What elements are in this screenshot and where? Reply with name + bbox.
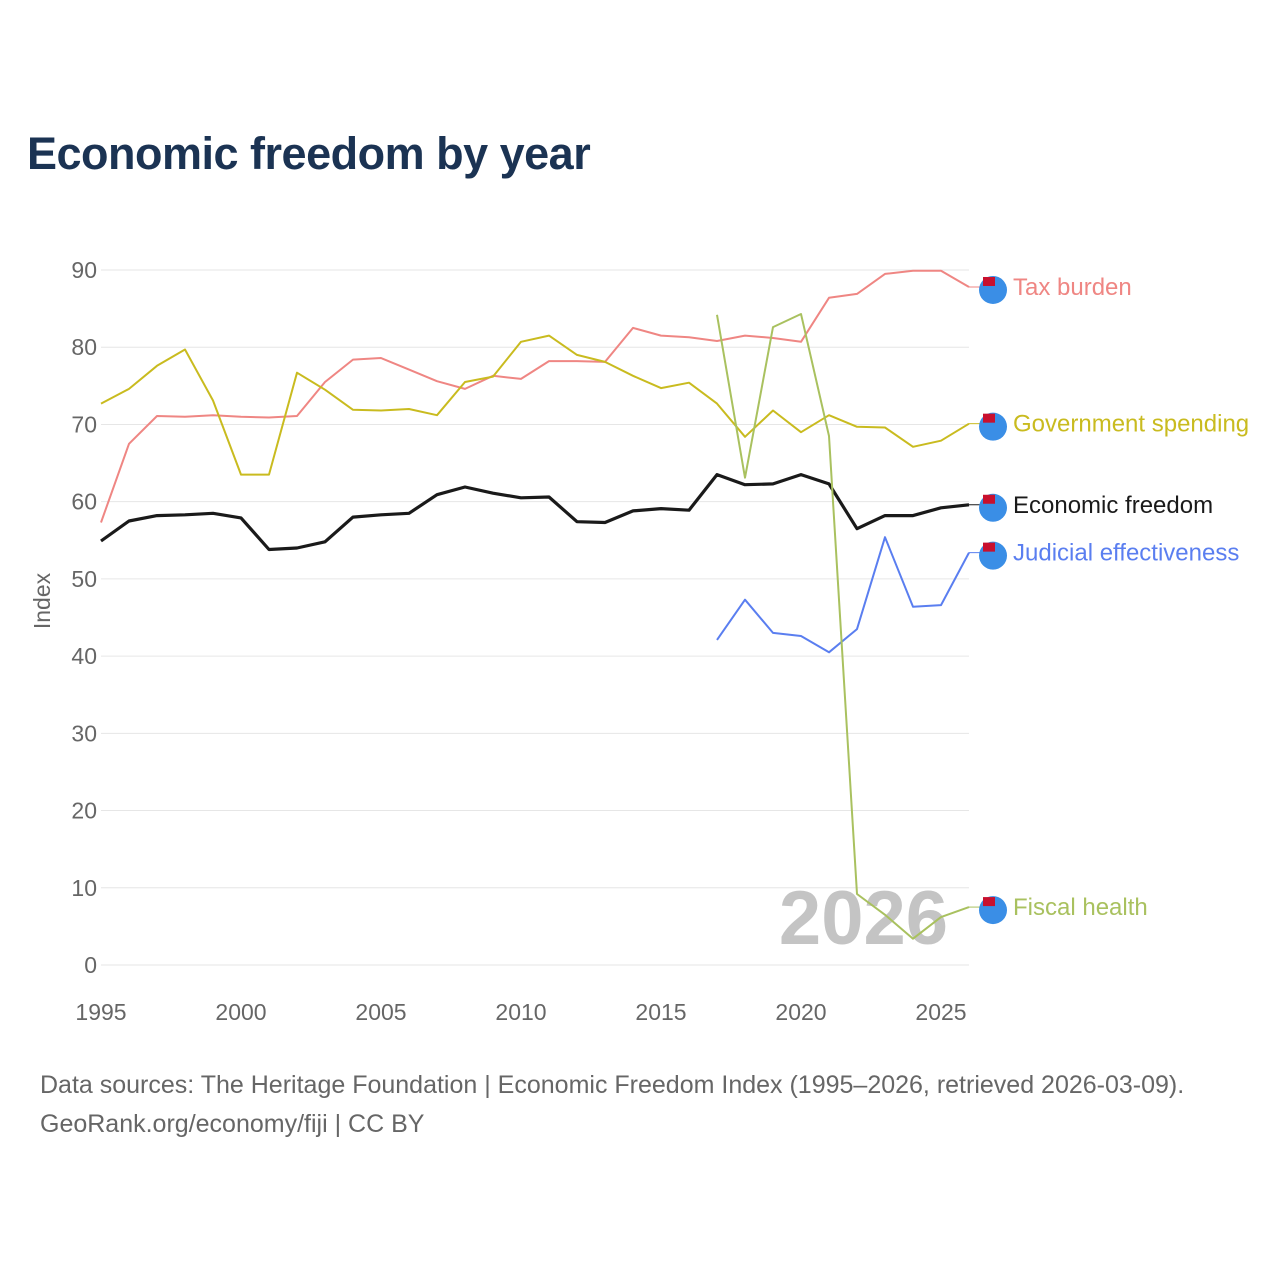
- y-tick-label: 10: [71, 875, 97, 901]
- series-line-government-spending: [100, 334, 970, 476]
- x-tick-label: 2010: [495, 999, 546, 1025]
- year-watermark: 2026: [779, 876, 948, 961]
- y-tick-label: 20: [71, 798, 97, 824]
- y-axis-label: Index: [29, 572, 55, 629]
- source-line-1: Data sources: The Heritage Foundation | …: [40, 1071, 1185, 1099]
- series-line-judicial-effectiveness: [716, 536, 970, 654]
- y-tick-label: 90: [71, 257, 97, 283]
- source-note: Data sources: The Heritage Foundation | …: [40, 1066, 1184, 1144]
- flag-canton: [983, 542, 995, 552]
- x-tick-label: 2015: [635, 999, 686, 1025]
- series-line-fiscal-health: [716, 313, 970, 940]
- y-tick-label: 0: [84, 952, 97, 978]
- y-tick-label: 40: [71, 643, 97, 669]
- source-line-2: GeoRank.org/economy/fiji | CC BY: [40, 1110, 425, 1138]
- series-label: Government spending: [1013, 411, 1249, 438]
- flag-canton: [983, 494, 995, 504]
- y-tick-label: 70: [71, 411, 97, 437]
- y-tick-label: 60: [71, 489, 97, 515]
- series-line-economic-freedom: [100, 473, 970, 552]
- series-label: Economic freedom: [1013, 492, 1213, 519]
- flag-canton: [983, 413, 995, 423]
- series-label: Fiscal health: [1013, 894, 1148, 921]
- x-tick-label: 2025: [915, 999, 966, 1025]
- flag-canton: [983, 276, 995, 286]
- y-tick-label: 80: [71, 334, 97, 360]
- flag-canton: [983, 897, 995, 907]
- series-label: Judicial effectiveness: [1013, 540, 1239, 567]
- x-tick-label: 2020: [775, 999, 826, 1025]
- x-tick-label: 2000: [215, 999, 266, 1025]
- chart-title: Economic freedom by year: [27, 128, 591, 179]
- series-label: Tax burden: [1013, 274, 1132, 301]
- y-tick-label: 50: [71, 566, 97, 592]
- y-tick-label: 30: [71, 720, 97, 746]
- x-tick-label: 1995: [75, 999, 126, 1025]
- series-line-tax-burden: [100, 269, 970, 523]
- x-tick-label: 2005: [355, 999, 406, 1025]
